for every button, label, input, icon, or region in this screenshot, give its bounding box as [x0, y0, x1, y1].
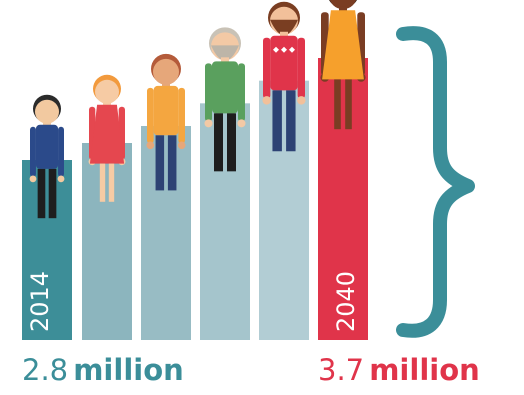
person-woman-icon	[146, 53, 186, 191]
bar-3	[141, 126, 191, 340]
end-value-unit: million	[369, 353, 480, 387]
person-bearded-man-icon	[262, 1, 306, 152]
people	[29, 0, 366, 219]
start-value-number: 2.8	[22, 353, 69, 387]
bars	[22, 58, 368, 341]
start-value-unit: million	[73, 353, 184, 387]
end-value-number: 3.7	[318, 353, 365, 387]
bar-6	[318, 58, 368, 340]
person-boy-icon	[29, 94, 65, 219]
end-value-label: 3.7 million	[318, 350, 480, 390]
person-elderly-man-icon	[204, 27, 246, 172]
bar-5	[259, 80, 309, 341]
person-woman-dress-icon	[320, 0, 366, 130]
bar-label-2040: 2040	[332, 271, 360, 332]
bar-4	[200, 103, 250, 340]
bar-1	[22, 160, 72, 340]
person-girl-icon	[88, 74, 126, 202]
brace-icon	[396, 26, 475, 338]
start-value-label: 2.8 million	[22, 350, 184, 390]
bar-label-2014: 2014	[26, 271, 54, 332]
bar-2	[82, 143, 132, 340]
